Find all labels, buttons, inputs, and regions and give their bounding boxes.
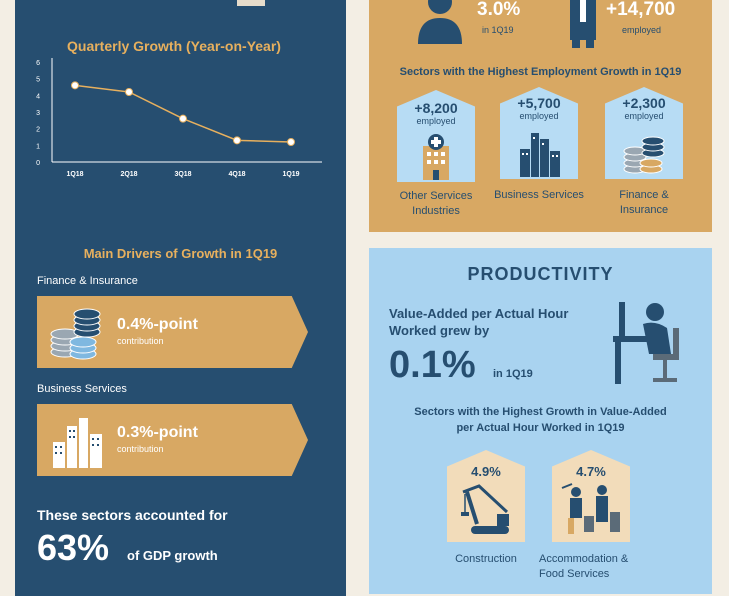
sector-label-finance: Finance & Insurance bbox=[619, 189, 669, 216]
sector-card-construction: 4.9% bbox=[447, 450, 525, 542]
sector-card-accommodation: 4.7% bbox=[552, 450, 630, 542]
productivity-value-sub: in 1Q19 bbox=[493, 368, 533, 380]
sector-value: 4.9% bbox=[471, 464, 501, 479]
driver-name-finance: Finance & Insurance bbox=[37, 275, 138, 287]
y-tick-label: 4 bbox=[36, 93, 40, 100]
businessman-icon bbox=[570, 0, 596, 48]
driver-value-finance: 0.4%-point bbox=[117, 316, 198, 333]
x-tick-label: 3Q18 bbox=[174, 171, 191, 178]
summary-tail: of GDP growth bbox=[127, 548, 218, 563]
employment-change-sub: employed bbox=[622, 25, 662, 35]
sector-value: +5,700 bbox=[517, 95, 561, 111]
sector-sub: employed bbox=[416, 116, 456, 126]
worker-at-desk-icon bbox=[613, 302, 679, 384]
x-tick-label: 1Q18 bbox=[66, 171, 83, 178]
sector-label-accommodation: Accommodation & Food Services bbox=[539, 553, 629, 580]
productivity-desc-1: Value-Added per Actual Hour bbox=[389, 306, 569, 321]
employment-sectors-title: Sectors with the Highest Employment Grow… bbox=[399, 66, 682, 78]
sector-label-business-services: Business Services bbox=[494, 189, 584, 201]
productivity-value: 0.1% bbox=[389, 344, 476, 386]
y-tick-label: 3 bbox=[36, 110, 40, 117]
productivity-panel: PRODUCTIVITY Value-Added per Actual Hour… bbox=[369, 248, 712, 594]
sector-card-finance: +2,300 employed bbox=[605, 87, 683, 179]
panel-tab bbox=[237, 0, 265, 6]
growth-line-chart: 0 1 2 3 4 5 6 1Q18 2Q18 3Q18 4Q18 1Q19 bbox=[36, 58, 322, 178]
data-point bbox=[71, 81, 79, 90]
coins-icon bbox=[50, 308, 101, 360]
buildings-icon bbox=[520, 133, 560, 177]
y-tick-label: 5 bbox=[36, 77, 40, 84]
hotel-staff-icon bbox=[561, 483, 620, 534]
x-tick-label: 2Q18 bbox=[120, 171, 137, 178]
driver-sub-business: contribution bbox=[117, 444, 164, 454]
data-point bbox=[233, 136, 241, 145]
employment-rate-sub: in 1Q19 bbox=[482, 25, 514, 35]
x-tick-label: 4Q18 bbox=[228, 171, 245, 178]
buildings-icon bbox=[53, 418, 102, 468]
summary-percent: 63% bbox=[37, 527, 110, 568]
sector-value: +2,300 bbox=[622, 95, 666, 111]
productivity-sectors-title-2: per Actual Hour Worked in 1Q19 bbox=[456, 422, 625, 434]
coins-icon bbox=[623, 136, 665, 174]
sector-card-other-services: +8,200 employed bbox=[397, 90, 475, 182]
productivity-desc-2: Worked grew by bbox=[389, 323, 490, 338]
sector-sub: employed bbox=[624, 111, 664, 121]
y-tick-label: 6 bbox=[36, 60, 40, 67]
hospital-icon bbox=[423, 134, 449, 180]
sector-label-other-services: Other Services Industries bbox=[399, 190, 473, 217]
employment-change: +14,700 bbox=[606, 0, 676, 20]
driver-value-business: 0.3%-point bbox=[117, 424, 198, 441]
economy-panel: Quarterly Growth (Year-on-Year) 0 1 2 3 4 5 6 1… bbox=[15, 0, 346, 596]
summary-line: These sectors accounted for bbox=[37, 507, 228, 523]
employment-panel: 3.0% in 1Q19 +14,700 employed Sectors wi… bbox=[369, 0, 712, 232]
x-tick-label: 1Q19 bbox=[282, 171, 299, 178]
sector-sub: employed bbox=[519, 111, 559, 121]
sector-card-business-services: +5,700 employed bbox=[500, 87, 578, 179]
driver-band-finance: 0.4%-point contribution bbox=[37, 296, 308, 368]
chart-title: Quarterly Growth (Year-on-Year) bbox=[67, 38, 281, 54]
y-tick-label: 2 bbox=[36, 127, 40, 134]
driver-band-business: 0.3%-point contribution bbox=[37, 404, 308, 476]
drivers-title: Main Drivers of Growth in 1Q19 bbox=[83, 246, 278, 261]
sector-value: +8,200 bbox=[414, 100, 458, 116]
data-point bbox=[125, 88, 133, 96]
driver-sub-finance: contribution bbox=[117, 336, 164, 346]
crane-icon bbox=[461, 484, 509, 534]
y-tick-label: 0 bbox=[36, 160, 40, 167]
driver-name-business: Business Services bbox=[37, 383, 127, 395]
sector-label-construction: Construction bbox=[455, 553, 517, 565]
productivity-title: PRODUCTIVITY bbox=[467, 264, 614, 284]
data-point bbox=[179, 114, 187, 123]
y-tick-label: 1 bbox=[36, 143, 40, 150]
productivity-sectors-title-1: Sectors with the Highest Growth in Value… bbox=[414, 406, 667, 418]
growth-series-line bbox=[74, 84, 292, 143]
person-icon bbox=[418, 0, 462, 44]
employment-rate: 3.0% bbox=[477, 0, 521, 20]
data-point bbox=[287, 138, 295, 146]
sector-value: 4.7% bbox=[576, 464, 606, 479]
